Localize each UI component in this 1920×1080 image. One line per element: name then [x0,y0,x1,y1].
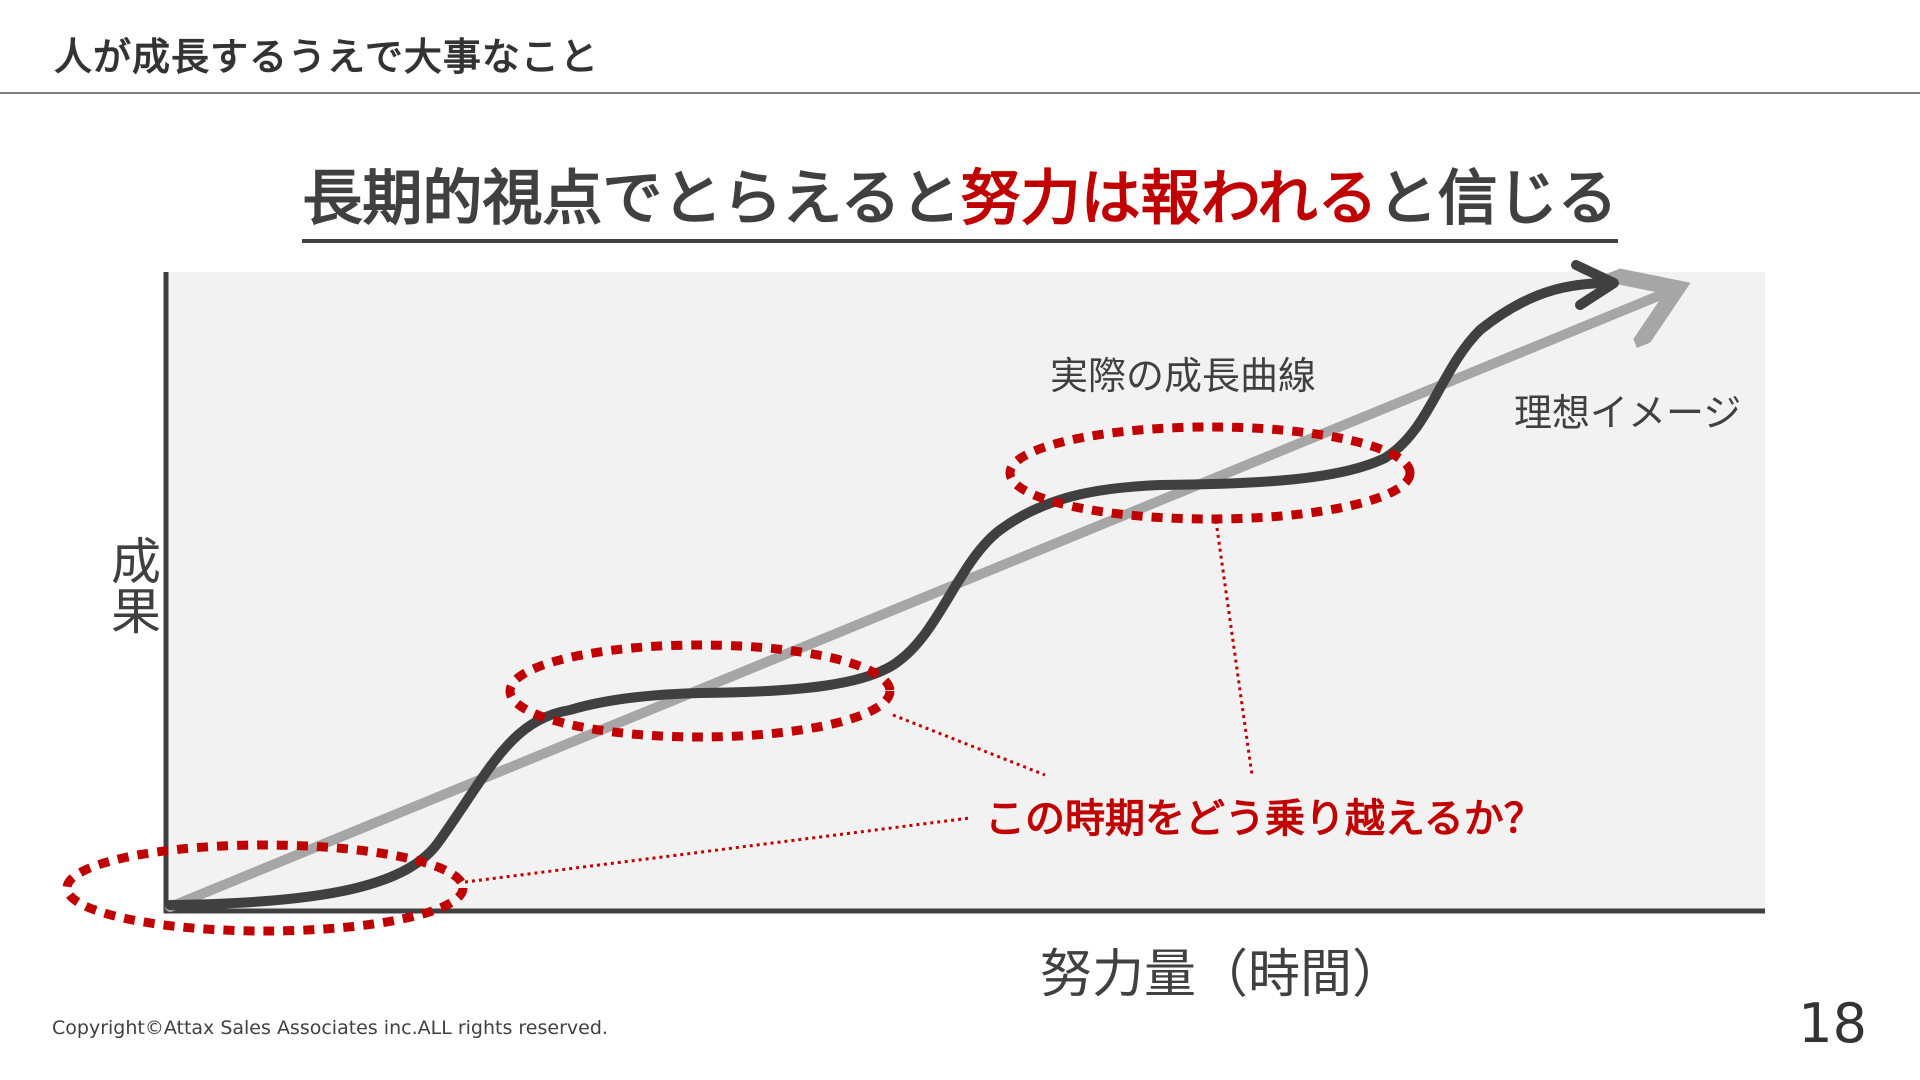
plateau-highlight-2 [505,640,895,742]
callout-leader-3 [1214,520,1254,776]
ideal-growth-line [165,292,1668,912]
actual-growth-curve [165,278,1615,910]
slide-header-title: 人が成長するうえで大事なこと [54,35,599,79]
ideal-line-label: 理想イメージ [1514,391,1742,435]
actual-curve-label: 実際の成長曲線 [1050,354,1317,398]
plateau-highlight-1 [62,840,468,936]
callout-leader-2 [892,713,1046,777]
plateau-highlight-3 [1005,422,1415,524]
x-axis-label: 努力量（時間） [1040,945,1405,1005]
heading-part-1: 長期的視点でとらえると [302,164,961,234]
plot-area [165,272,1765,912]
plateau-callout: この時期をどう乗り越えるか？ [985,796,1544,842]
main-heading: 長期的視点でとらえると努力は報われると信じる [0,150,1920,243]
main-heading-underline: 長期的視点でとらえると努力は報われると信じる [302,150,1618,243]
heading-part-3: と信じる [1377,164,1618,234]
heading-part-2-accent: 努力は報われる [960,164,1378,234]
callout-leader-1 [464,816,971,884]
header-divider [0,92,1920,94]
page-number: 18 [1798,992,1867,1055]
y-axis-label: 成果 [103,535,161,635]
actual-curve-arrowhead [1571,260,1619,310]
copyright-notice: Copyright©Attax Sales Associates inc.ALL… [52,1017,608,1039]
